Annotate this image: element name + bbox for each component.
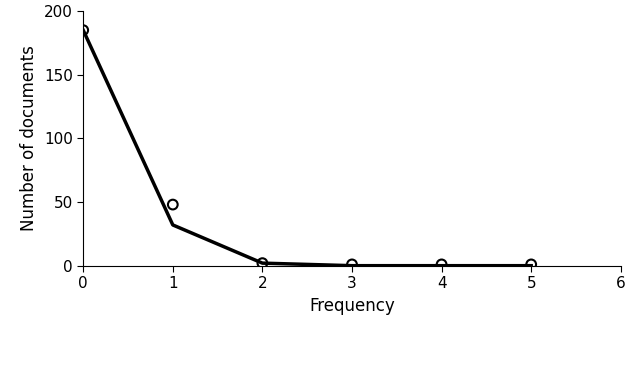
- Point: [436, 262, 447, 268]
- X-axis label: Frequency: Frequency: [309, 297, 395, 315]
- Point: [526, 262, 536, 268]
- Point: [347, 262, 357, 268]
- Point: [168, 201, 178, 207]
- Y-axis label: Number of documents: Number of documents: [20, 45, 38, 231]
- Point: [257, 260, 268, 266]
- Point: [78, 27, 88, 33]
